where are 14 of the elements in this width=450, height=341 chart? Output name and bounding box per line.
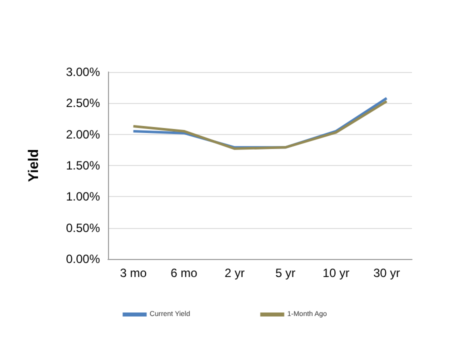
y-tick-label: 2.50% [66,96,100,110]
y-tick-label: 3.00% [66,65,100,79]
y-tick-label: 0.00% [66,252,100,266]
x-tick-label: 30 yr [373,266,400,280]
y-axis-title: Yield [25,149,41,182]
y-tick-label: 1.00% [66,190,100,204]
x-tick-label: 10 yr [322,266,350,280]
x-tick-label: 2 yr [224,266,245,280]
y-tick-label: 2.00% [66,127,100,142]
x-tick-label: 6 mo [170,266,198,280]
y-tick-label: 1.50% [66,158,100,172]
x-tick-label: 5 yr [275,266,296,280]
y-tick-label: 0.50% [66,220,100,235]
x-tick-label: 3 mo [120,266,147,280]
